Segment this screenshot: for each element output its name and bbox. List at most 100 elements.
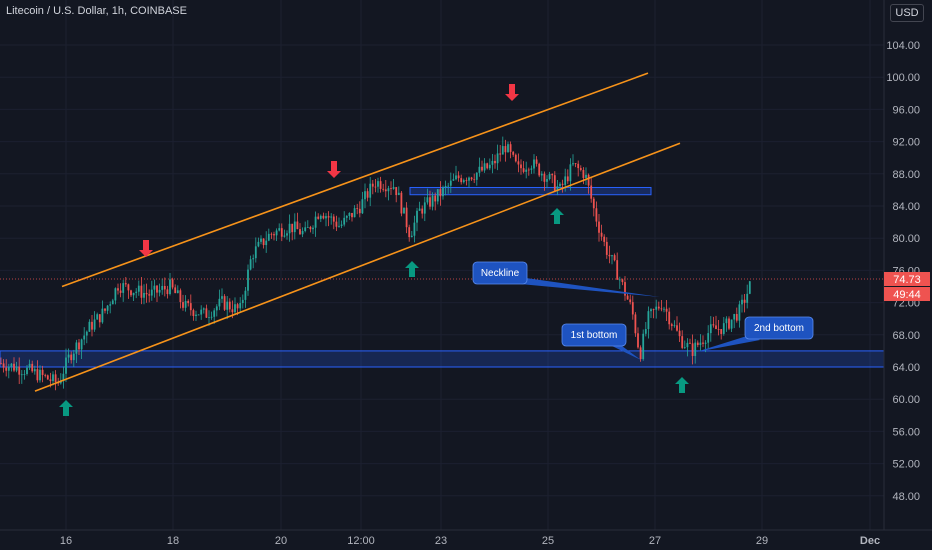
candle-body xyxy=(392,187,395,189)
candle-body xyxy=(127,284,130,291)
currency-button[interactable]: USD xyxy=(890,4,924,22)
candle-body xyxy=(514,154,517,162)
y-tick-label: 48.00 xyxy=(892,491,920,503)
candle-body xyxy=(538,163,541,176)
candle-body xyxy=(80,339,83,350)
candle-body xyxy=(663,308,665,310)
channel-lines xyxy=(34,72,681,392)
candle-body xyxy=(546,179,548,182)
candle-body xyxy=(574,163,577,164)
candle-body xyxy=(452,179,455,181)
countdown-tag: 49:44 xyxy=(884,287,930,301)
candle-body xyxy=(457,175,460,179)
y-tick-label: 80.00 xyxy=(892,233,920,245)
candle-body xyxy=(322,215,325,219)
candle-body xyxy=(405,207,408,228)
candle-body xyxy=(673,325,676,327)
candle-body xyxy=(46,375,49,380)
candle-body xyxy=(553,175,556,191)
candle-body xyxy=(507,144,509,153)
candle-body xyxy=(741,299,743,305)
candle-body xyxy=(364,191,366,200)
candle-body xyxy=(312,227,314,230)
candle-body xyxy=(65,357,67,374)
candle-body xyxy=(10,363,13,367)
candle-body xyxy=(468,177,470,181)
candle-body xyxy=(478,166,481,173)
channel-upper-line[interactable] xyxy=(61,72,649,288)
candle-body xyxy=(234,304,236,313)
candle-body xyxy=(543,173,546,182)
candle-body xyxy=(101,308,104,323)
candle-body xyxy=(577,163,580,169)
arrow-down-icon xyxy=(139,240,153,257)
candle-body xyxy=(488,164,491,169)
candle-body xyxy=(634,314,637,334)
x-tick-label: 23 xyxy=(435,535,447,547)
arrow-up-icon xyxy=(405,261,419,277)
candle-body xyxy=(299,229,301,235)
candle-body xyxy=(332,216,335,222)
candle-body xyxy=(491,160,494,165)
candle-body xyxy=(39,369,41,381)
candle-body xyxy=(262,238,265,246)
candle-body xyxy=(387,188,390,192)
candle-body xyxy=(351,212,353,218)
candle-body xyxy=(33,369,36,372)
candle-body xyxy=(686,342,689,348)
channel-lower-line[interactable] xyxy=(34,142,681,392)
candle-body xyxy=(296,221,299,230)
candle-body xyxy=(650,309,652,312)
candle-body xyxy=(572,163,574,165)
candle-body xyxy=(0,362,2,364)
candle-body xyxy=(187,300,190,304)
candle-body xyxy=(374,186,377,188)
candle-body xyxy=(676,325,678,331)
candle-body xyxy=(182,302,184,308)
candle-body xyxy=(288,223,291,234)
last-price-tag: 74.73 xyxy=(884,272,930,286)
callout-2nd-bottom: 2nd bottom xyxy=(696,316,814,352)
candle-body xyxy=(83,335,86,340)
candle-body xyxy=(210,316,213,318)
candle-body xyxy=(280,228,283,237)
candle-body xyxy=(2,363,5,368)
candle-body xyxy=(439,189,442,197)
candle-body xyxy=(283,235,286,237)
y-tick-label: 100.00 xyxy=(886,72,920,84)
candle-body xyxy=(249,259,252,270)
candle-body xyxy=(70,354,73,361)
candle-body xyxy=(704,342,707,344)
candle-body xyxy=(696,342,699,346)
candle-body xyxy=(592,198,595,209)
candle-body xyxy=(226,301,229,310)
candle-body xyxy=(608,254,611,257)
y-tick-label: 64.00 xyxy=(892,362,920,374)
candle-body xyxy=(735,314,738,321)
candle-body xyxy=(689,342,691,344)
y-tick-label: 68.00 xyxy=(892,330,920,342)
candle-body xyxy=(338,225,340,227)
candle-body xyxy=(223,296,226,310)
candle-body xyxy=(330,216,333,218)
candle-body xyxy=(179,290,182,303)
candle-body xyxy=(748,281,751,294)
candle-body xyxy=(267,233,270,241)
candle-body xyxy=(171,279,174,288)
candle-body xyxy=(93,319,96,330)
candle-body xyxy=(122,283,125,293)
candle-body xyxy=(611,255,613,257)
candle-body xyxy=(548,174,551,180)
candle-body xyxy=(426,197,429,203)
candle-body xyxy=(15,366,18,371)
candle-body xyxy=(618,279,621,281)
callout-2nd-bottom-text: 2nd bottom xyxy=(754,323,804,334)
candle-body xyxy=(486,163,489,169)
candle-body xyxy=(613,255,616,261)
candle-body xyxy=(728,318,730,329)
time-axis[interactable]: 16 18 20 12:00 23 25 27 29 Dec xyxy=(0,529,932,547)
candle-body xyxy=(153,285,156,290)
candle-body xyxy=(96,314,99,320)
candle-body xyxy=(530,168,533,170)
